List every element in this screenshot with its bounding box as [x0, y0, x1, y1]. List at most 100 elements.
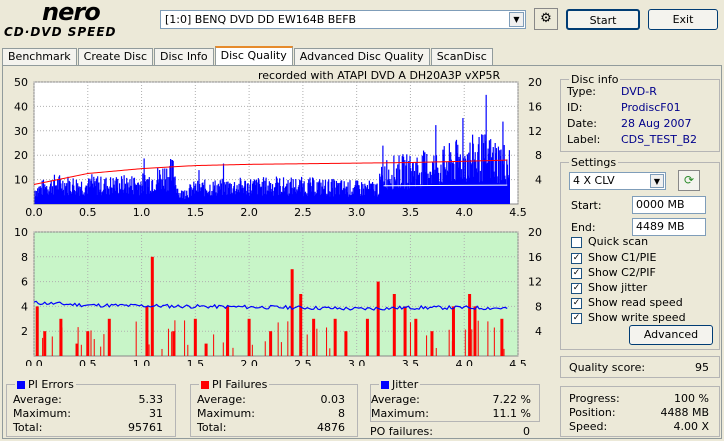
- y-tick-label-left: 20: [14, 149, 28, 162]
- x-tick-label: 3.5: [402, 206, 420, 219]
- pi-failures-total-label: Total:: [197, 421, 227, 434]
- pi-failure-bar: [299, 294, 303, 356]
- progress-label: Progress:: [569, 392, 620, 405]
- disc-type: DVD-R: [621, 85, 657, 98]
- y-tick-label-left: 40: [14, 100, 28, 113]
- pi-errors-total: 95761: [128, 421, 163, 434]
- advanced-label: Advanced: [643, 328, 699, 341]
- pi-failure-bar: [145, 306, 149, 356]
- x-tick-label: 2.0: [240, 206, 258, 219]
- pi-failure-bar: [59, 318, 63, 356]
- pi-failure-bar: [269, 331, 273, 356]
- id-label: ID:: [567, 101, 583, 114]
- x-tick-label: 1.0: [133, 358, 151, 366]
- y-tick-label-left: 30: [14, 125, 28, 138]
- pi-failure-bar: [500, 318, 504, 356]
- quick-scan-label: Quick scan: [588, 235, 649, 248]
- start-field[interactable]: 0000 MB: [632, 196, 706, 214]
- disc-date: 28 Aug 2007: [621, 117, 692, 130]
- pi-failure-bar: [430, 331, 434, 356]
- pi-failure-bar: [226, 306, 230, 356]
- x-tick-label: 0.5: [79, 358, 97, 366]
- type-label: Type:: [567, 85, 596, 98]
- tab-create-disc[interactable]: Create Disc: [77, 48, 154, 65]
- speed-label: Speed:: [569, 420, 608, 433]
- speed-select-value: 4 X CLV: [573, 174, 615, 187]
- y-tick-label-right: 8: [535, 300, 542, 313]
- start-field-value: 0000 MB: [636, 198, 685, 211]
- show-write-checkbox[interactable]: ✓: [571, 313, 582, 324]
- x-tick-label: 4.0: [455, 206, 473, 219]
- show-read-label: Show read speed: [588, 296, 683, 309]
- end-field-value: 4489 MB: [636, 220, 685, 233]
- show-read-checkbox[interactable]: ✓: [571, 298, 582, 309]
- pi-errors-total-label: Total:: [13, 421, 43, 434]
- position-label: Position:: [569, 406, 616, 419]
- start-label: Start: [589, 14, 617, 27]
- tab-benchmark[interactable]: Benchmark: [2, 48, 77, 65]
- x-tick-label: 1.0: [133, 206, 151, 219]
- pi-errors-max: 31: [149, 407, 163, 420]
- pi-errors-max-label: Maximum:: [13, 407, 71, 420]
- pi-failure-bar: [43, 331, 47, 356]
- pi-failure-bar: [468, 294, 472, 356]
- pi-failure-bar: [290, 269, 294, 356]
- date-label: Date:: [567, 117, 597, 130]
- drive-select[interactable]: [1:0] BENQ DVD DD EW164B BEFB ▼: [160, 10, 526, 29]
- disc-info-group: Disc info Type: DVD-R ID: ProdiscF01 Dat…: [560, 73, 720, 152]
- advanced-button[interactable]: Advanced: [629, 325, 713, 345]
- disc-id: ProdiscF01: [621, 101, 681, 114]
- speed-select[interactable]: 4 X CLV ▼: [569, 172, 666, 190]
- po-failures-value: 0: [523, 425, 530, 438]
- start-button[interactable]: Start: [566, 9, 640, 30]
- position-value: 4488 MB: [660, 406, 709, 419]
- pi-failure-bar: [107, 318, 111, 356]
- pi-failure-bar: [172, 331, 176, 356]
- x-tick-label: 1.5: [187, 206, 205, 219]
- pi-failure-bar: [193, 318, 197, 356]
- chevron-down-icon[interactable]: ▼: [509, 12, 524, 27]
- quality-score-value: 95: [695, 361, 709, 374]
- x-tick-label: 2.5: [294, 358, 312, 366]
- show-c2-checkbox[interactable]: ✓: [571, 268, 582, 279]
- pi-failure-bar: [414, 318, 418, 356]
- show-c2-label: Show C2/PIF: [588, 266, 656, 279]
- y-tick-label-right: 12: [528, 276, 542, 289]
- po-failures-label: PO failures:: [370, 425, 433, 438]
- progress-box: Progress: 100 % Position: 4488 MB Speed:…: [560, 386, 720, 437]
- pi-failure-bar: [333, 318, 337, 356]
- start-field-label: Start:: [571, 199, 602, 212]
- x-tick-label: 2.0: [240, 358, 258, 366]
- label-label: Label:: [567, 133, 601, 146]
- end-field[interactable]: 4489 MB: [632, 218, 706, 236]
- pi-failure-bar: [473, 306, 477, 356]
- show-jitter-checkbox[interactable]: ✓: [571, 283, 582, 294]
- show-jitter-label: Show jitter: [588, 281, 648, 294]
- y-tick-label-right: 4: [535, 325, 542, 338]
- jitter-line: [33, 300, 508, 311]
- pi-failures-max: 8: [338, 407, 345, 420]
- eject-icon[interactable]: ⚙: [534, 8, 558, 30]
- end-field-label: End:: [571, 221, 596, 234]
- y-tick-label-left: 50: [14, 76, 28, 89]
- pi-failures-group: PI Failures Average: 0.03 Maximum: 8 Tot…: [190, 378, 358, 437]
- pi-failures-max-label: Maximum:: [197, 407, 255, 420]
- quick-scan-checkbox[interactable]: [571, 237, 582, 248]
- tab-scandisc[interactable]: ScanDisc: [430, 48, 493, 65]
- chevron-down-icon[interactable]: ▼: [650, 174, 664, 188]
- jitter-max-label: Maximum:: [371, 407, 429, 420]
- y-tick-label-right: 8: [535, 149, 542, 162]
- tab-disc-info[interactable]: Disc Info: [154, 48, 214, 65]
- pi-failures-avg-label: Average:: [197, 393, 246, 406]
- tab-advanced-disc-quality[interactable]: Advanced Disc Quality: [293, 48, 430, 65]
- exit-button[interactable]: Exit: [648, 9, 718, 30]
- x-tick-label: 4.5: [509, 206, 527, 219]
- y-tick-label-right: 16: [528, 100, 542, 113]
- pi-failure-bar: [365, 318, 369, 356]
- tab-disc-quality[interactable]: Disc Quality: [214, 46, 293, 65]
- pi-failure-bar: [344, 331, 348, 356]
- jitter-title-text: Jitter: [392, 378, 419, 391]
- show-c1-checkbox[interactable]: ✓: [571, 253, 582, 264]
- x-tick-label: 3.5: [402, 358, 420, 366]
- refresh-icon[interactable]: ⟳: [678, 170, 700, 191]
